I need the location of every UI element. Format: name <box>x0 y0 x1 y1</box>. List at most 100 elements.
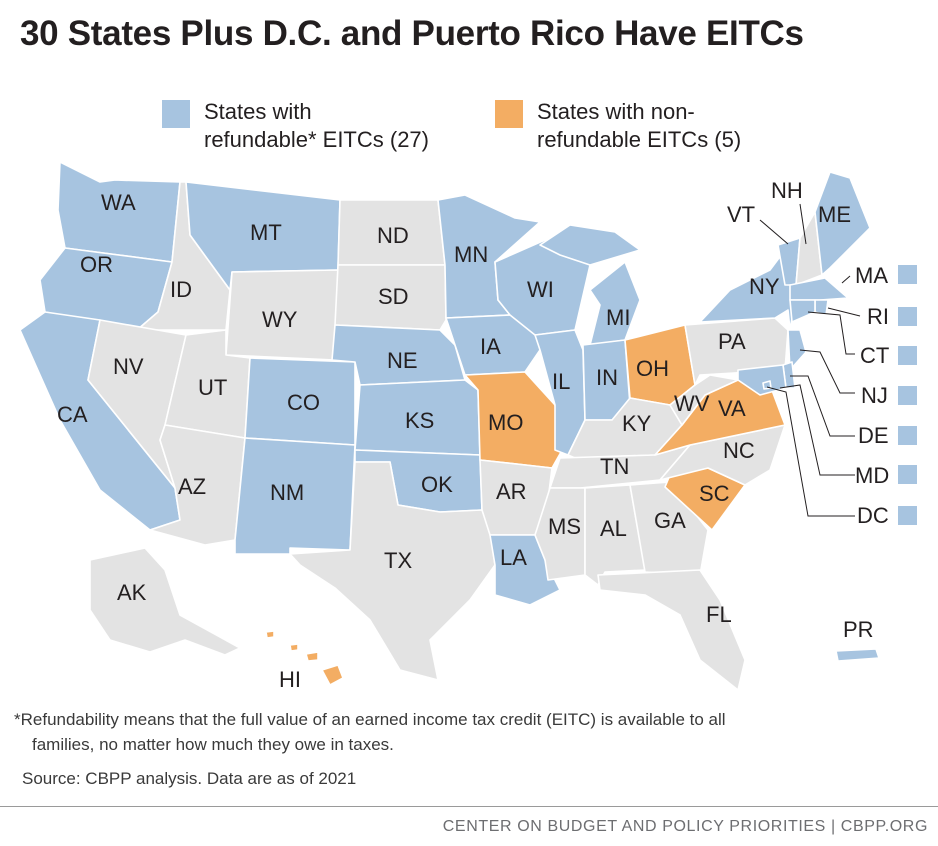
label-SC: SC <box>699 481 730 506</box>
label-VT: VT <box>727 202 755 227</box>
label-AR: AR <box>496 479 527 504</box>
label-MA: MA <box>855 263 888 288</box>
leader-RI <box>827 307 861 317</box>
label-NJ: NJ <box>861 383 888 408</box>
callout-square-MD <box>898 465 917 484</box>
callout-square-CT <box>898 346 917 365</box>
legend-nonrefundable-line2: refundable EITCs (5) <box>537 127 742 152</box>
label-NH: NH <box>771 178 803 203</box>
leader-NH <box>799 203 807 245</box>
state-NM <box>234 437 356 555</box>
label-MD: MD <box>855 463 889 488</box>
state-TX <box>289 461 496 681</box>
state-AK <box>89 547 241 656</box>
state-MO <box>464 371 566 469</box>
callout-square-DE <box>898 426 917 445</box>
footer-divider <box>0 806 938 807</box>
state-FL <box>597 569 746 691</box>
label-NM: NM <box>270 480 304 505</box>
legend-swatch-refundable <box>162 100 190 128</box>
label-OH: OH <box>636 356 669 381</box>
state-ME <box>814 171 871 276</box>
legend-nonrefundable-line1: States with non- <box>537 99 695 124</box>
label-HI: HI <box>279 667 301 692</box>
label-IA: IA <box>480 334 501 359</box>
us-map: WA OR CA ID NV MT WY UT AZ CO NM ND SD N… <box>19 161 917 692</box>
label-MI: MI <box>606 305 630 330</box>
label-WA: WA <box>101 190 136 215</box>
state-HI-kauai <box>265 630 275 639</box>
label-CT: CT <box>860 343 889 368</box>
legend-nonrefundable: States with non- refundable EITCs (5) <box>495 98 741 154</box>
label-ID: ID <box>170 277 192 302</box>
state-MI-up <box>539 224 641 266</box>
state-SD <box>334 264 447 331</box>
footnote-line2: families, no matter how much they owe in… <box>32 735 394 754</box>
footnote-line1: *Refundability means that the full value… <box>14 710 726 729</box>
footnote: *Refundability means that the full value… <box>14 707 914 757</box>
state-HI-maui <box>305 651 319 662</box>
label-TX: TX <box>384 548 412 573</box>
legend-swatch-nonrefundable <box>495 100 523 128</box>
state-HI-big <box>321 664 344 686</box>
leader-DE <box>790 375 855 437</box>
callout-square-NJ <box>898 386 917 405</box>
label-GA: GA <box>654 508 686 533</box>
label-DE: DE <box>858 423 889 448</box>
label-WY: WY <box>262 307 298 332</box>
label-PR: PR <box>843 617 874 642</box>
label-AK: AK <box>117 580 147 605</box>
label-ND: ND <box>377 223 409 248</box>
legend-refundable-line2: refundable* EITCs (27) <box>204 127 429 152</box>
footer-credit: CENTER ON BUDGET AND POLICY PRIORITIES |… <box>442 818 928 835</box>
state-MD <box>737 364 787 396</box>
label-MO: MO <box>488 410 523 435</box>
callout-square-DC <box>898 506 917 525</box>
leader-CT <box>807 311 855 355</box>
leader-VT <box>759 219 789 245</box>
label-NC: NC <box>723 438 755 463</box>
label-KY: KY <box>622 411 652 436</box>
label-WI: WI <box>527 277 554 302</box>
callout-square-MA <box>898 265 917 284</box>
label-NV: NV <box>113 354 144 379</box>
label-KS: KS <box>405 408 434 433</box>
legend-refundable-line1: States with <box>204 99 312 124</box>
label-ME: ME <box>818 202 851 227</box>
label-OK: OK <box>421 472 453 497</box>
label-NE: NE <box>387 348 418 373</box>
label-LA: LA <box>500 545 527 570</box>
label-AL: AL <box>600 516 627 541</box>
label-IN: IN <box>596 365 618 390</box>
label-DC: DC <box>857 503 889 528</box>
label-CA: CA <box>57 402 88 427</box>
label-IL: IL <box>552 369 570 394</box>
label-PA: PA <box>718 329 746 354</box>
source-note: Source: CBPP analysis. Data are as of 20… <box>22 769 357 788</box>
callout-square-RI <box>898 307 917 326</box>
label-SD: SD <box>378 284 409 309</box>
leader-MA <box>841 275 851 284</box>
state-GA <box>629 481 709 576</box>
label-CO: CO <box>287 390 320 415</box>
leader-MD <box>779 384 855 476</box>
label-WV: WV <box>674 391 710 416</box>
leader-DC <box>766 386 855 517</box>
state-MA <box>789 277 849 301</box>
state-CT <box>789 299 816 323</box>
leader-NJ <box>799 349 855 394</box>
label-NY: NY <box>749 274 780 299</box>
label-RI: RI <box>867 304 889 329</box>
label-MN: MN <box>454 242 488 267</box>
label-UT: UT <box>198 375 227 400</box>
legend-refundable: States with refundable* EITCs (27) <box>162 98 429 154</box>
label-OR: OR <box>80 252 113 277</box>
map-title: 30 States Plus D.C. and Puerto Rico Have… <box>20 14 804 53</box>
state-HI-oahu <box>289 643 299 652</box>
label-MS: MS <box>548 514 581 539</box>
label-MT: MT <box>250 220 282 245</box>
label-TN: TN <box>600 454 629 479</box>
state-MI <box>589 261 641 346</box>
label-FL: FL <box>706 602 732 627</box>
state-PR <box>835 648 880 662</box>
